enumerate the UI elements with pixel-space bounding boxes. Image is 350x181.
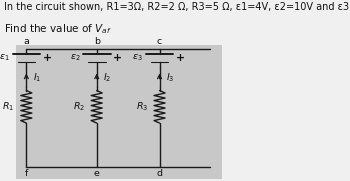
Text: $R_1$: $R_1$ bbox=[2, 100, 14, 113]
Text: $\varepsilon_3$: $\varepsilon_3$ bbox=[132, 53, 143, 63]
Text: $I_3$: $I_3$ bbox=[166, 71, 174, 84]
Text: Find the value of $V_{af}$: Find the value of $V_{af}$ bbox=[4, 22, 111, 35]
Text: c: c bbox=[157, 37, 162, 46]
Text: +: + bbox=[176, 53, 185, 63]
Text: $R_2$: $R_2$ bbox=[73, 100, 85, 113]
Text: +: + bbox=[43, 53, 52, 63]
Text: d: d bbox=[156, 169, 162, 178]
Text: $I_1$: $I_1$ bbox=[33, 71, 41, 84]
Text: e: e bbox=[94, 169, 100, 178]
Text: b: b bbox=[94, 37, 100, 46]
Text: $R_3$: $R_3$ bbox=[135, 100, 148, 113]
Text: a: a bbox=[23, 37, 29, 46]
Text: In the circuit shown, R1=3Ω, R2=2 Ω, R3=5 Ω, ε1=4V, ε2=10V and ε3=6V: In the circuit shown, R1=3Ω, R2=2 Ω, R3=… bbox=[4, 2, 350, 12]
Text: +: + bbox=[113, 53, 122, 63]
Text: $\varepsilon_1$: $\varepsilon_1$ bbox=[0, 53, 10, 63]
Text: $\varepsilon_2$: $\varepsilon_2$ bbox=[70, 53, 80, 63]
Bar bbox=[16, 45, 222, 179]
Text: $I_2$: $I_2$ bbox=[103, 71, 111, 84]
Text: f: f bbox=[25, 169, 28, 178]
